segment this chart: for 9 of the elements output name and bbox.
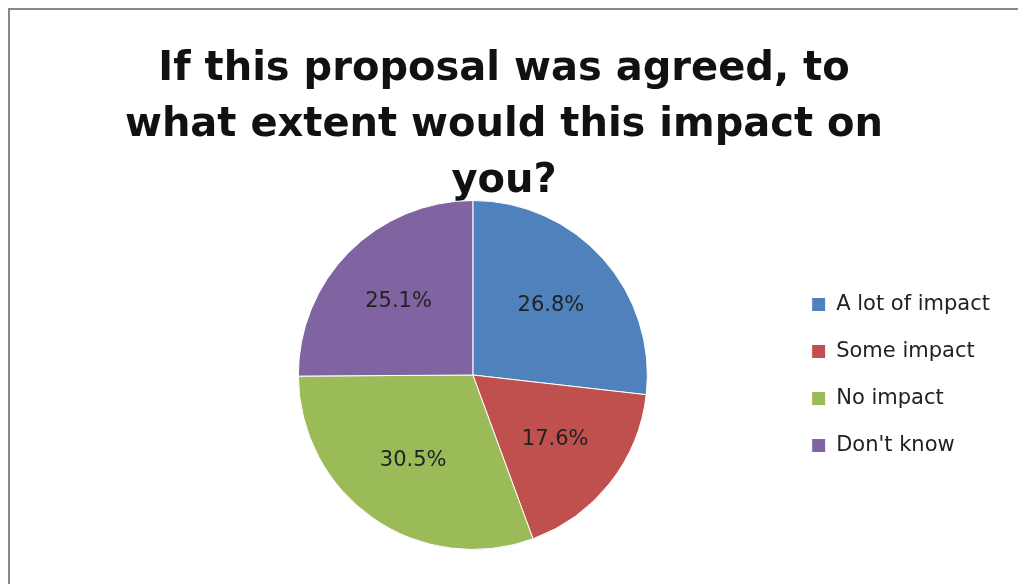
legend-label: Some impact [836, 337, 975, 362]
legend-label: A lot of impact [836, 290, 991, 315]
data-label: 26.8% [517, 291, 585, 316]
data-label: 25.1% [365, 287, 432, 312]
legend-label: No impact [836, 384, 944, 409]
chart-title: If this proposal was agreed, to what extent would this impact on you? [123, 42, 885, 203]
data-label: 30.5% [379, 447, 447, 472]
data-label: 17.6% [521, 426, 589, 451]
legend-label: Don't know [836, 431, 955, 456]
